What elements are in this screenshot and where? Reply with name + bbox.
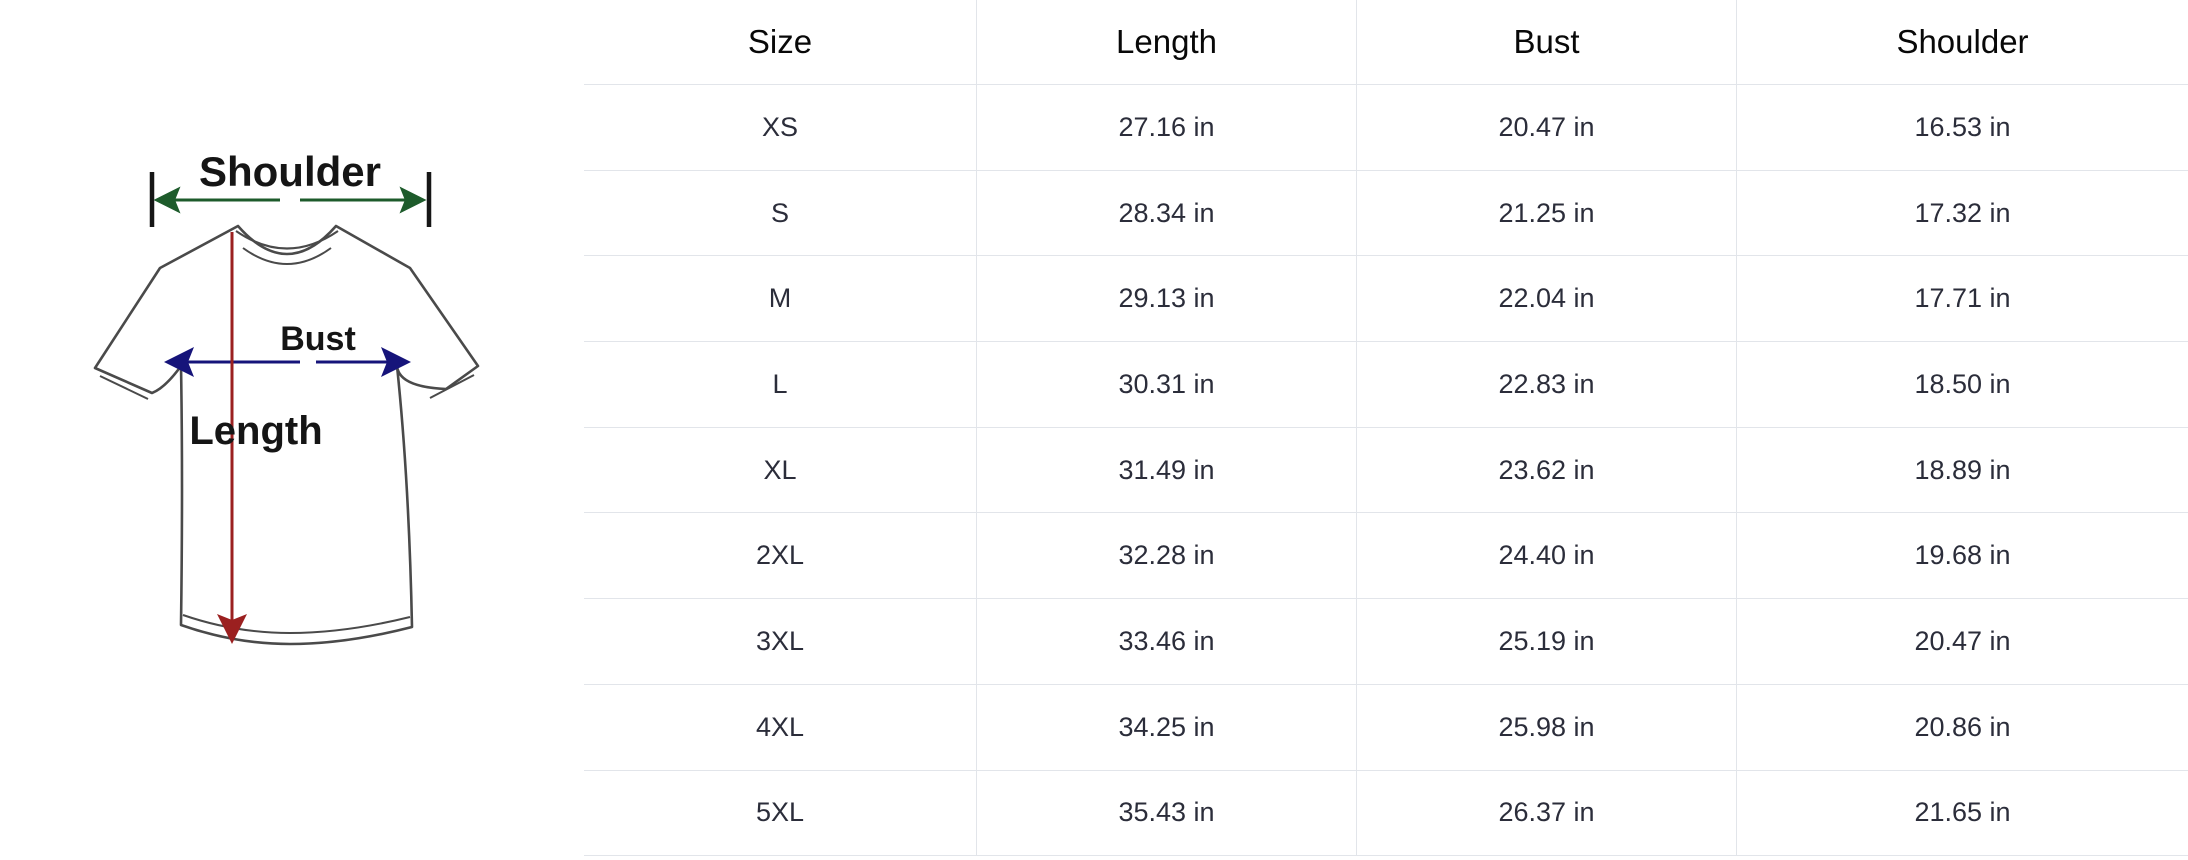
svg-text:Shoulder: Shoulder xyxy=(199,148,381,195)
svg-text:Length: Length xyxy=(189,409,322,453)
svg-text:Bust: Bust xyxy=(280,320,356,358)
